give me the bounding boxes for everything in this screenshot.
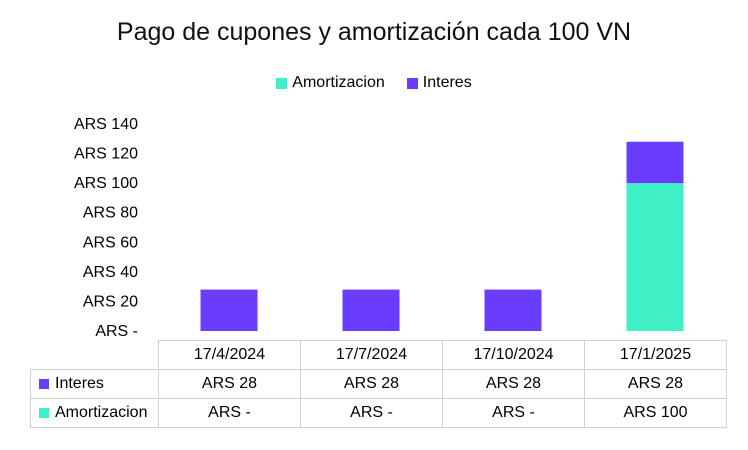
data-table-header-row: 17/4/2024 17/7/2024 17/10/2024 17/1/2025 [30,340,727,370]
table-swatch-amortizacion [39,408,49,418]
cell-interes: ARS 28 [442,369,585,399]
cell-amortizacion: ARS 100 [584,398,727,428]
bar-amortizacion [626,183,684,331]
data-table-row-amortizacion: Amortizacion ARS - ARS - ARS - ARS 100 [30,398,727,428]
category-label: 17/10/2024 [442,340,585,370]
y-tick-label: ARS 80 [83,205,138,222]
chart-legend: Amortizacion Interes [0,74,748,92]
chart-title: Pago de cupones y amortización cada 100 … [116,18,632,46]
cell-interes: ARS 28 [300,369,443,399]
y-tick-label: ARS 20 [83,293,138,310]
cell-interes: ARS 28 [158,369,301,399]
bar-interes [484,289,542,331]
legend-label-interes: Interes [422,74,472,91]
bar-interes [342,289,400,331]
bar-interes [200,289,258,331]
category-label: 17/1/2025 [584,340,727,370]
row-header-interes: Interes [30,369,159,399]
y-tick-label: ARS 140 [74,116,138,133]
legend-item-interes: Interes [406,74,472,92]
y-tick-label: ARS - [95,323,138,340]
row-label-amortizacion: Amortizacion [55,404,148,421]
cell-amortizacion: ARS - [158,398,301,428]
y-tick-label: ARS 120 [74,146,138,163]
y-tick-label: ARS 100 [74,175,138,192]
cell-amortizacion: ARS - [442,398,585,428]
legend-item-amortizacion: Amortizacion [276,74,385,92]
category-label: 17/7/2024 [300,340,443,370]
bar-chart-plot: ARS - ARS 20 ARS 40 ARS 60 ARS 80 ARS 100 ARS … [74,116,684,340]
cell-interes: ARS 28 [584,369,727,399]
data-table-corner [30,340,159,370]
data-table-row-interes: Interes ARS 28 ARS 28 ARS 28 ARS 28 [30,369,727,399]
y-tick-label: ARS 40 [83,264,138,281]
legend-swatch-amortizacion [276,77,288,89]
y-tick-label: ARS 60 [83,234,138,251]
table-swatch-interes [39,379,49,389]
bar-interes [626,141,684,184]
cell-amortizacion: ARS - [300,398,443,428]
data-table: 17/4/2024 17/7/2024 17/10/2024 17/1/2025… [30,340,727,428]
legend-swatch-interes [406,77,418,89]
row-label-interes: Interes [55,375,104,392]
category-label: 17/4/2024 [158,340,301,370]
legend-label-amortizacion: Amortizacion [292,74,385,91]
row-header-amortizacion: Amortizacion [30,398,159,428]
